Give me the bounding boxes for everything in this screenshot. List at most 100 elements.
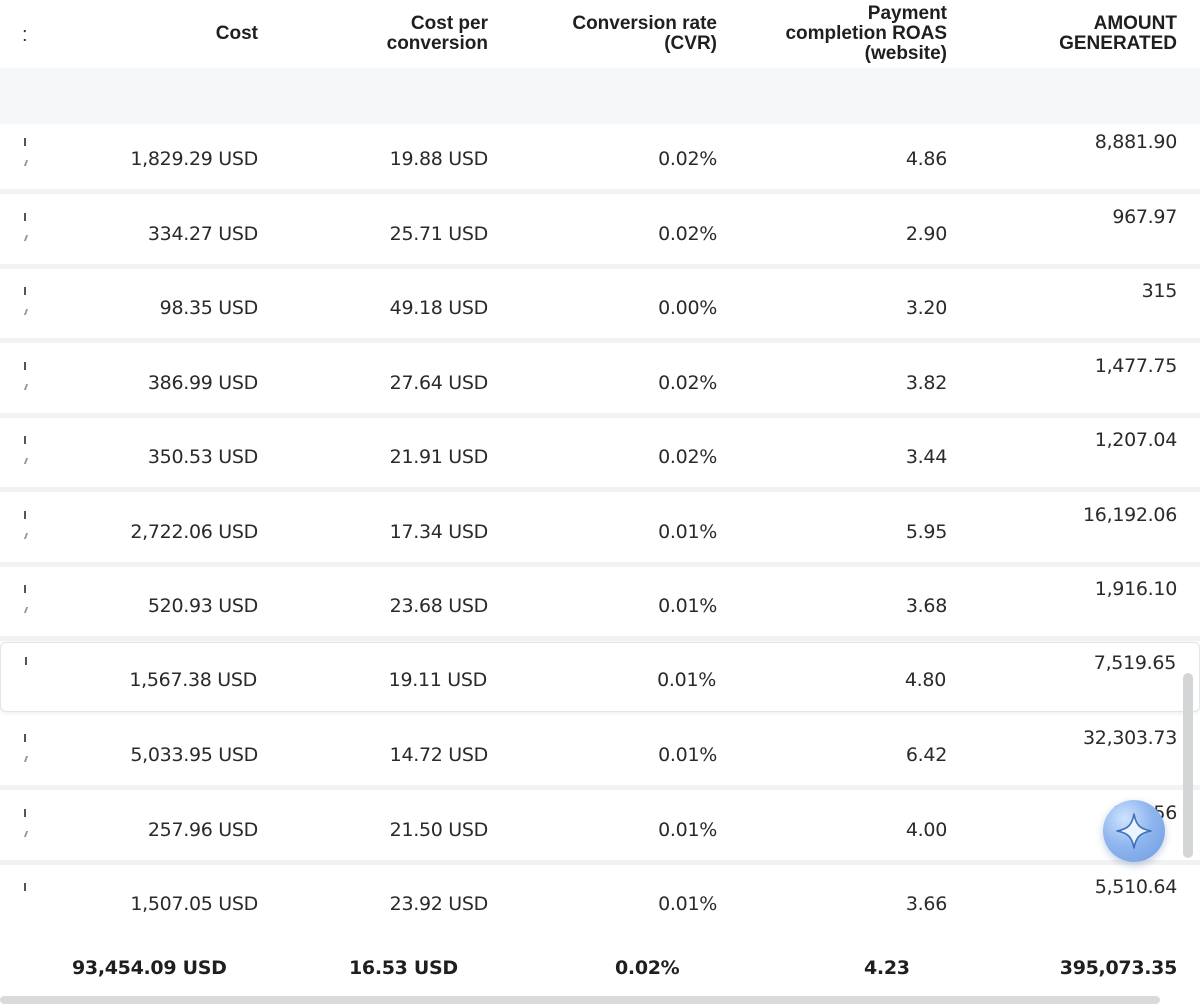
table-row[interactable]: 2,722.06 USD 17.34 USD 0.01% 5.95 16,192… bbox=[0, 497, 1200, 567]
table-row[interactable]: 98.35 USD 49.18 USD 0.00% 3.20 315 bbox=[0, 273, 1200, 343]
table-row[interactable]: 350.53 USD 21.91 USD 0.02% 3.44 1,207.04 bbox=[0, 422, 1200, 492]
cell-amount: 967.97 bbox=[1112, 206, 1177, 228]
cell-amount: 1,916.10 bbox=[1094, 578, 1178, 600]
row-truncation-mark bbox=[24, 883, 26, 891]
header-cost-per-conversion[interactable]: Cost per conversion bbox=[387, 14, 488, 54]
cell-amount: 7,519.65 bbox=[1093, 652, 1177, 674]
row-truncation-mark bbox=[24, 809, 26, 817]
table-row[interactable]: 257.96 USD 21.50 USD 0.01% 4.00 1, 56 bbox=[0, 795, 1200, 865]
row-truncation-mark bbox=[24, 287, 26, 295]
header-label-line: GENERATED bbox=[1059, 33, 1177, 54]
table-totals-row: 93,454.09 USD 16.53 USD 0.02% 4.23 395,0… bbox=[0, 940, 1200, 996]
total-cost: 93,454.09 USD bbox=[72, 957, 227, 979]
table-row[interactable]: 5,033.95 USD 14.72 USD 0.01% 6.42 32,303… bbox=[0, 720, 1200, 790]
vertical-scrollbar[interactable] bbox=[1183, 673, 1193, 858]
cell-cvr: 0.00% bbox=[658, 297, 717, 319]
table-row[interactable]: 386.99 USD 27.64 USD 0.02% 3.82 1,477.75 bbox=[0, 348, 1200, 418]
horizontal-scrollbar[interactable] bbox=[0, 996, 1160, 1004]
cell-cvr: 0.01% bbox=[658, 595, 717, 617]
total-roas: 4.23 bbox=[864, 957, 910, 979]
cell-roas: 3.82 bbox=[905, 372, 947, 394]
cell-cost-per-conversion: 49.18 USD bbox=[389, 297, 489, 319]
row-truncation-mark bbox=[23, 607, 29, 613]
header-label-line: AMOUNT bbox=[1093, 13, 1177, 34]
row-truncation-mark bbox=[23, 458, 29, 464]
table-header: : Cost Cost per conversion Conversion ra… bbox=[0, 0, 1200, 68]
cell-cvr: 0.01% bbox=[658, 521, 717, 543]
sparkle-icon bbox=[1116, 813, 1152, 849]
row-truncation-mark bbox=[23, 831, 29, 837]
header-label-line: Cost per bbox=[410, 13, 488, 34]
header-conversion-rate[interactable]: Conversion rate (CVR) bbox=[572, 14, 717, 54]
column-overflow-icon[interactable]: : bbox=[22, 24, 28, 46]
cell-amount: 1,477.75 bbox=[1094, 355, 1178, 377]
cell-roas: 3.20 bbox=[905, 297, 947, 319]
header-label-line: Payment bbox=[867, 3, 947, 24]
header-label-line: conversion bbox=[386, 33, 488, 54]
filter-row bbox=[0, 68, 1200, 124]
row-truncation-mark bbox=[23, 384, 29, 390]
cell-cost: 2,722.06 USD bbox=[130, 521, 258, 543]
header-cost[interactable]: Cost bbox=[216, 24, 258, 44]
header-cost-label: Cost bbox=[215, 23, 258, 44]
header-label-line: (CVR) bbox=[664, 33, 717, 54]
total-cvr: 0.02% bbox=[615, 957, 680, 979]
cell-roas: 4.80 bbox=[904, 669, 946, 691]
header-amount-generated[interactable]: AMOUNT GENERATED bbox=[1059, 14, 1177, 54]
cell-roas: 4.00 bbox=[905, 819, 947, 841]
table-row[interactable]: 1,829.29 USD 19.88 USD 0.02% 4.86 8,881.… bbox=[0, 124, 1200, 194]
cell-cost: 5,033.95 USD bbox=[130, 744, 258, 766]
header-label-line: completion ROAS bbox=[785, 23, 947, 44]
cell-cost-per-conversion: 23.68 USD bbox=[389, 595, 489, 617]
cell-amount: 5,510.64 bbox=[1094, 876, 1178, 898]
row-truncation-mark bbox=[25, 657, 27, 665]
cell-cost: 1,507.05 USD bbox=[130, 893, 258, 915]
cell-roas: 3.68 bbox=[905, 595, 947, 617]
cell-cost-per-conversion: 27.64 USD bbox=[389, 372, 489, 394]
cell-cost: 1,829.29 USD bbox=[130, 148, 258, 170]
header-label-line: (website) bbox=[864, 43, 947, 64]
table-row[interactable]: 334.27 USD 25.71 USD 0.02% 2.90 967.97 bbox=[0, 199, 1200, 269]
cell-cost-per-conversion: 23.92 USD bbox=[389, 893, 489, 915]
row-truncation-mark bbox=[24, 585, 26, 593]
row-truncation-mark bbox=[23, 309, 29, 315]
cell-cost-per-conversion: 25.71 USD bbox=[389, 223, 489, 245]
cell-cost-per-conversion: 21.91 USD bbox=[389, 446, 489, 468]
row-truncation-mark bbox=[24, 213, 26, 221]
cell-cost-per-conversion: 19.88 USD bbox=[389, 148, 489, 170]
row-truncation-mark bbox=[24, 436, 26, 444]
cell-cvr: 0.02% bbox=[658, 372, 717, 394]
cell-cost: 98.35 USD bbox=[159, 297, 259, 319]
cell-roas: 5.95 bbox=[905, 521, 947, 543]
cell-cost: 1,567.38 USD bbox=[129, 669, 257, 691]
table-row[interactable]: 520.93 USD 23.68 USD 0.01% 3.68 1,916.10 bbox=[0, 571, 1200, 641]
table-row[interactable]: 1,567.38 USD 19.11 USD 0.01% 4.80 7,519.… bbox=[0, 642, 1200, 712]
cell-cvr: 0.02% bbox=[658, 148, 717, 170]
header-label-line: Conversion rate bbox=[572, 13, 717, 34]
cell-roas: 3.44 bbox=[905, 446, 947, 468]
cell-amount: 1,207.04 bbox=[1094, 429, 1178, 451]
row-truncation-mark bbox=[24, 138, 26, 146]
cell-roas: 3.66 bbox=[905, 893, 947, 915]
row-truncation-mark bbox=[23, 235, 29, 241]
ai-assistant-button[interactable] bbox=[1103, 800, 1165, 862]
cell-cost-per-conversion: 17.34 USD bbox=[389, 521, 489, 543]
cell-cost: 350.53 USD bbox=[147, 446, 258, 468]
total-amount: 395,073.35 bbox=[1059, 957, 1178, 979]
row-truncation-mark bbox=[24, 734, 26, 742]
cell-roas: 2.90 bbox=[905, 223, 947, 245]
table-row[interactable]: 1,507.05 USD 23.92 USD 0.01% 3.66 5,510.… bbox=[0, 869, 1200, 939]
cell-cvr: 0.01% bbox=[657, 669, 716, 691]
cell-cost: 386.99 USD bbox=[147, 372, 258, 394]
cell-cost-per-conversion: 21.50 USD bbox=[389, 819, 489, 841]
row-truncation-mark bbox=[23, 756, 29, 762]
cell-amount: 8,881.90 bbox=[1094, 131, 1178, 153]
cell-roas: 4.86 bbox=[905, 148, 947, 170]
row-truncation-mark bbox=[23, 533, 29, 539]
cell-roas: 6.42 bbox=[905, 744, 947, 766]
cell-cost: 520.93 USD bbox=[147, 595, 258, 617]
cell-amount: 16,192.06 bbox=[1083, 504, 1177, 526]
cell-cost: 257.96 USD bbox=[147, 819, 258, 841]
cell-cvr: 0.02% bbox=[658, 446, 717, 468]
header-payment-roas[interactable]: Payment completion ROAS (website) bbox=[785, 4, 947, 64]
